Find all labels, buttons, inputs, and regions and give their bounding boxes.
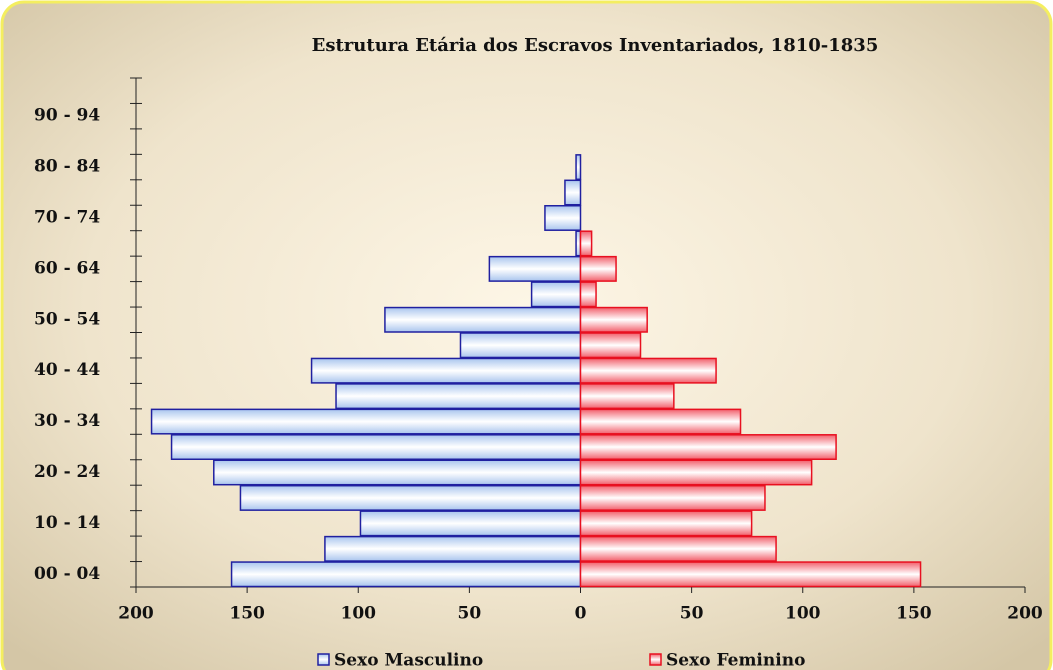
bar (359, 510, 582, 537)
bar (579, 459, 813, 486)
legend-label: Sexo Masculino (334, 651, 483, 670)
x-tick-label: 100 (341, 604, 377, 624)
bar (530, 281, 582, 308)
y-tick-label: 70 - 74 (34, 207, 100, 227)
bar (579, 383, 675, 410)
legend-label: Sexo Feminino (666, 651, 805, 670)
bar (213, 459, 582, 486)
bar (459, 332, 582, 359)
bar (579, 306, 648, 333)
bar (384, 306, 582, 333)
bar (150, 408, 582, 435)
bar (239, 484, 582, 511)
x-tick-label: 0 (575, 604, 587, 624)
y-tick-label: 50 - 54 (34, 309, 100, 329)
bar (579, 332, 642, 359)
legend-swatch (649, 653, 662, 666)
legend-swatch (317, 653, 330, 666)
y-tick-label: 60 - 64 (34, 258, 100, 278)
bar (579, 510, 753, 537)
bar (324, 535, 582, 562)
x-tick-label: 200 (118, 604, 154, 624)
y-tick-label: 10 - 14 (34, 513, 100, 533)
x-tick-label: 50 (458, 604, 482, 624)
x-tick-label: 150 (896, 604, 932, 624)
bar (579, 535, 777, 562)
y-tick-label: 80 - 84 (34, 157, 100, 177)
y-tick-label: 40 - 44 (34, 360, 100, 380)
y-tick-label: 00 - 04 (34, 564, 100, 584)
bar (579, 434, 837, 460)
bar (488, 255, 582, 282)
bar (310, 357, 582, 384)
x-tick-label: 150 (229, 604, 265, 624)
y-tick-label: 90 - 94 (34, 106, 100, 126)
x-tick-label: 50 (680, 604, 704, 624)
bar (170, 434, 582, 460)
bar (335, 383, 582, 410)
bar (230, 561, 582, 588)
chart-title: Estrutura Etária dos Escravos Inventaria… (312, 35, 879, 56)
bar (564, 179, 582, 206)
bar (544, 205, 582, 231)
bar (579, 561, 922, 588)
bar (579, 484, 766, 511)
bar (579, 357, 717, 384)
bar (579, 408, 742, 435)
bar (579, 230, 593, 257)
y-tick-label: 30 - 34 (34, 411, 100, 431)
x-tick-label: 200 (1007, 604, 1043, 624)
y-tick-label: 20 - 24 (34, 462, 100, 482)
bar (575, 154, 582, 181)
bar (579, 255, 617, 282)
x-tick-label: 100 (785, 604, 821, 624)
bar (579, 281, 597, 308)
